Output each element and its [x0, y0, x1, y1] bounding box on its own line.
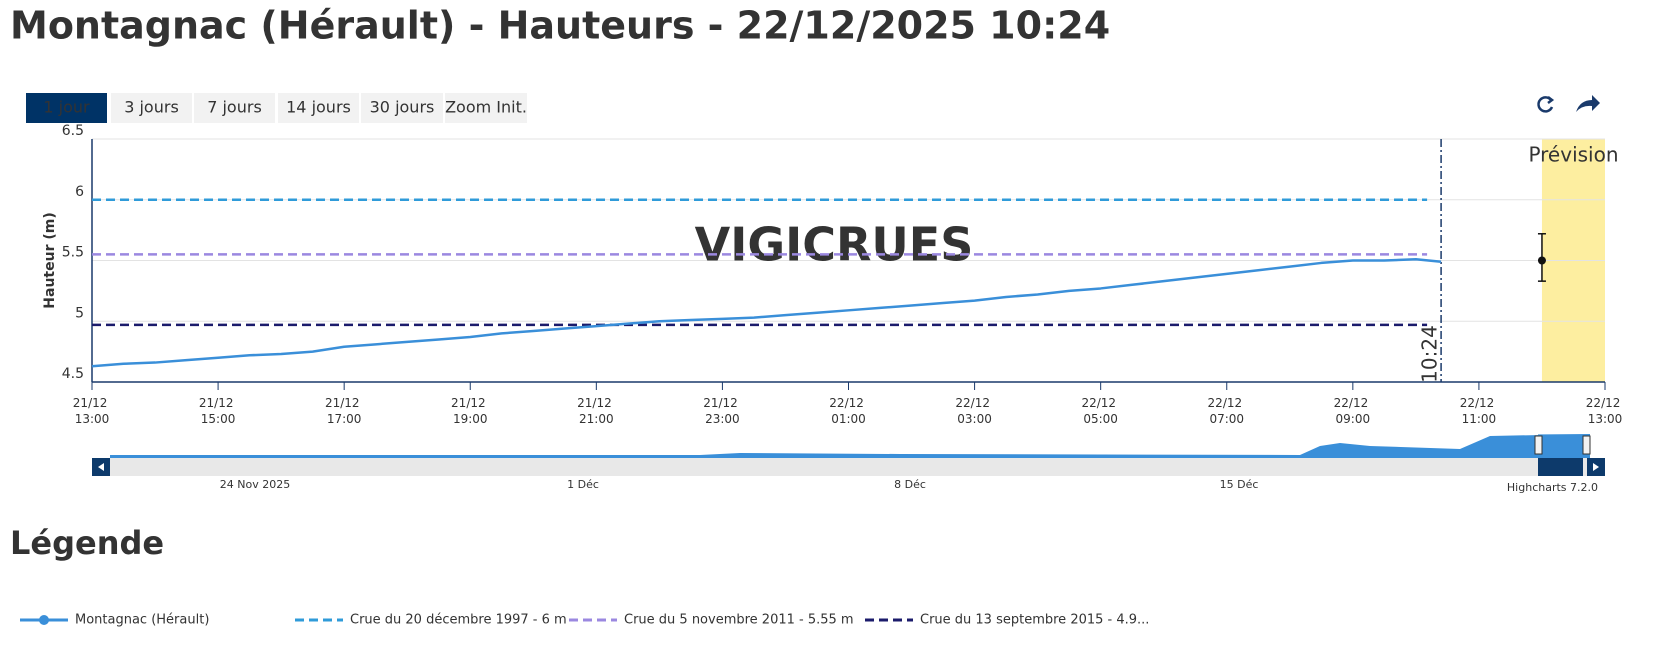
x-tick-label: 21/12 23:00 [703, 396, 741, 426]
x-tick-line: 22/12 [829, 396, 867, 410]
scrollbar-track [92, 458, 1605, 476]
y-axis-label: Hauteur (m) [42, 212, 58, 308]
x-tick-label: 21/12 19:00 [451, 396, 489, 426]
y-tick-label: 6 [75, 184, 84, 200]
x-tick-line: 17:00 [327, 412, 362, 426]
navigator-label: 8 Déc [894, 478, 926, 491]
x-tick-line: 22/12 [1208, 396, 1246, 410]
series-line [91, 258, 1442, 368]
y-tick-label: 5.5 [62, 245, 84, 261]
y-tick-label: 4.5 [62, 366, 84, 382]
scrollbar-thumb[interactable] [1538, 458, 1583, 476]
x-tick-line: 21:00 [579, 412, 614, 426]
x-tick-label: 22/12 07:00 [1208, 396, 1246, 426]
range-button-label[interactable]: Zoom Init. [445, 98, 527, 117]
x-tick-line: 21/12 [703, 396, 741, 410]
refresh-arc [1537, 96, 1554, 113]
legend-label[interactable]: Montagnac (Hérault) [75, 613, 209, 628]
page-title: Montagnac (Hérault) - Hauteurs - 22/12/2… [10, 4, 1110, 48]
x-tick-line: 22/12 [1586, 396, 1624, 410]
x-tick-line: 05:00 [1083, 412, 1118, 426]
range-button[interactable] [278, 93, 359, 123]
x-tick-line: 19:00 [453, 412, 488, 426]
watermark: VIGICRUES [695, 218, 974, 272]
x-tick-label: 22/12 03:00 [955, 396, 993, 426]
range-button-label[interactable]: 1 jour [43, 98, 90, 117]
navigator-window[interactable] [1538, 434, 1590, 458]
range-button[interactable] [445, 93, 527, 123]
x-tick-line: 09:00 [1336, 412, 1371, 426]
x-tick-line: 11:00 [1462, 412, 1497, 426]
navigator-label: 24 Nov 2025 [220, 478, 290, 491]
navigator-label: 15 Déc [1220, 478, 1259, 491]
x-tick-label: 21/12 17:00 [325, 396, 363, 426]
x-tick-line: 21/12 [199, 396, 237, 410]
range-button-label[interactable]: 14 jours [286, 98, 351, 117]
x-tick-line: 21/12 [73, 396, 111, 410]
x-tick-line: 22/12 [1460, 396, 1498, 410]
x-tick-line: 13:00 [75, 412, 110, 426]
legend-marker[interactable] [39, 615, 49, 625]
share-icon[interactable] [1576, 95, 1600, 112]
legend-label[interactable]: Crue du 13 septembre 2015 - 4.9... [920, 613, 1149, 628]
refresh-head [1547, 96, 1555, 104]
range-button-label[interactable]: 7 jours [207, 98, 262, 117]
navigator-area [110, 434, 1590, 458]
forecast-point [1537, 256, 1546, 265]
navigator [92, 433, 1605, 476]
range-button-label[interactable]: 3 jours [124, 98, 179, 117]
x-tick-label: 22/12 01:00 [829, 396, 867, 426]
x-tick-line: 21/12 [577, 396, 615, 410]
legend-heading: Légende [10, 524, 164, 562]
x-tick-label: 21/12 21:00 [577, 396, 615, 426]
x-tick-line: 03:00 [957, 412, 992, 426]
x-tick-label: 21/12 13:00 [73, 396, 111, 426]
x-tick-line: 22/12 [955, 396, 993, 410]
x-tick-label: 22/12 09:00 [1334, 396, 1372, 426]
now-label: 10:24 [1418, 325, 1442, 383]
credits: Highcharts 7.2.0 [1507, 481, 1598, 494]
handle-right[interactable] [1582, 435, 1591, 455]
range-button[interactable] [194, 93, 275, 123]
refresh-icon[interactable] [1537, 96, 1555, 113]
x-tick-label: 22/12 11:00 [1460, 396, 1498, 426]
navigator-label: 1 Déc [567, 478, 599, 491]
range-button[interactable] [111, 93, 192, 123]
x-tick-label: 22/12 13:00 [1586, 396, 1624, 426]
range-button[interactable] [361, 93, 443, 123]
x-tick-line: 21/12 [325, 396, 363, 410]
x-tick-label: 22/12 05:00 [1081, 396, 1119, 426]
y-tick-label: 5 [75, 305, 84, 321]
handle-left[interactable] [1534, 435, 1543, 455]
x-tick-line: 22/12 [1334, 396, 1372, 410]
x-tick-line: 22/12 [1081, 396, 1119, 410]
y-tick-label: 6.5 [62, 123, 84, 139]
range-button[interactable] [26, 93, 107, 123]
range-button-label[interactable]: 30 jours [370, 98, 435, 117]
legend-label[interactable]: Crue du 5 novembre 2011 - 5.55 m [624, 613, 854, 628]
x-tick-line: 21/12 [451, 396, 489, 410]
x-tick-line: 07:00 [1209, 412, 1244, 426]
x-tick-line: 01:00 [831, 412, 866, 426]
x-tick-line: 23:00 [705, 412, 740, 426]
x-tick-label: 21/12 15:00 [199, 396, 237, 426]
x-tick-line: 13:00 [1588, 412, 1623, 426]
forecast-label: Prévision [1528, 143, 1618, 167]
x-tick-line: 15:00 [201, 412, 236, 426]
legend-label[interactable]: Crue du 20 décembre 1997 - 6 m [350, 613, 567, 628]
